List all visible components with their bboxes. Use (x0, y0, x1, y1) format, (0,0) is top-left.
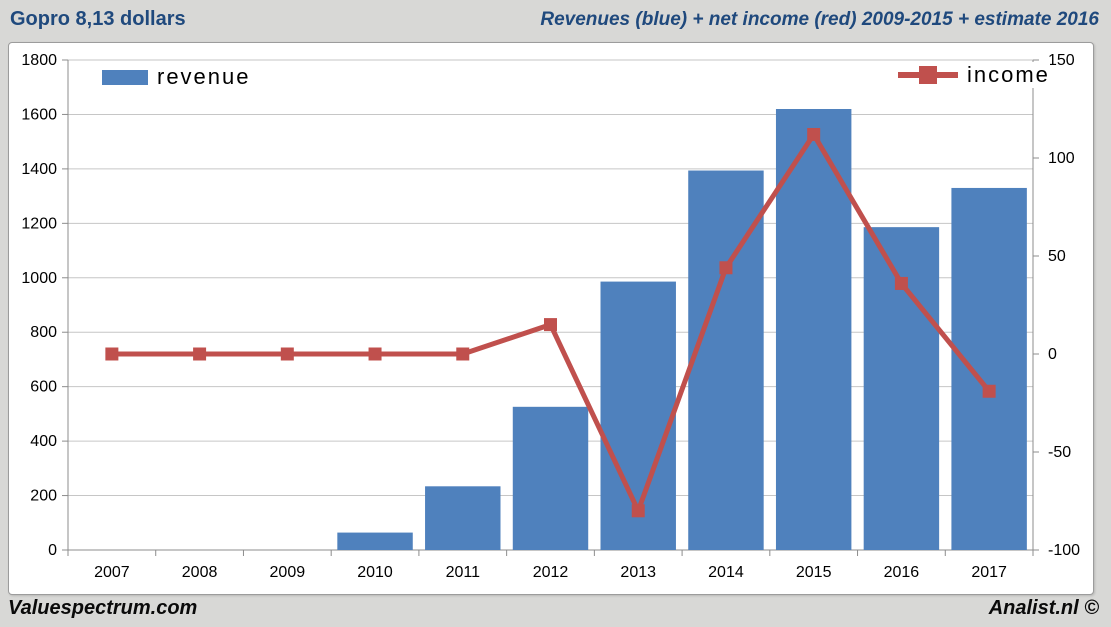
legend-revenue: revenue (102, 64, 251, 90)
revenue-legend-label: revenue (157, 64, 251, 89)
right-axis-label-0: 0 (1048, 346, 1057, 363)
revenue-bar-2010 (337, 532, 413, 550)
income-line-icon (898, 66, 958, 84)
left-axis-label-200: 200 (30, 488, 57, 505)
x-label-2010: 2010 (357, 564, 393, 581)
revenue-bar-2011 (425, 486, 501, 550)
legend-income: income (898, 62, 1050, 88)
right-axis-label--100: -100 (1048, 542, 1080, 559)
x-label-2014: 2014 (708, 564, 744, 581)
income-marker-2010 (368, 347, 382, 361)
revenue-swatch-icon (102, 69, 148, 85)
revenue-bar-2017 (951, 187, 1027, 550)
chart-subtitle: Revenues (blue) + net income (red) 2009-… (540, 9, 1099, 30)
chart-svg: 020040060080010001200140016001800-100-50… (21, 52, 1080, 581)
page-title: Gopro 8,13 dollars (10, 8, 186, 30)
income-marker-2012 (544, 318, 557, 332)
income-marker-2011 (456, 347, 470, 361)
left-axis-label-0: 0 (48, 542, 57, 559)
x-label-2015: 2015 (796, 564, 832, 581)
footer-brand-left: Valuespectrum.com (8, 597, 198, 619)
x-label-2007: 2007 (94, 564, 130, 581)
x-label-2017: 2017 (971, 564, 1007, 581)
left-axis-label-800: 800 (30, 324, 57, 341)
income-marker-2009 (280, 347, 294, 361)
revenue-bar-2016 (863, 227, 940, 550)
left-axis-label-400: 400 (30, 433, 57, 450)
left-axis-label-1000: 1000 (21, 270, 57, 287)
right-axis-label-50: 50 (1048, 248, 1066, 265)
x-label-2008: 2008 (182, 564, 218, 581)
income-legend-label: income (967, 62, 1050, 87)
right-axis-label-150: 150 (1048, 52, 1075, 69)
x-label-2013: 2013 (620, 564, 656, 581)
left-axis-label-1400: 1400 (21, 161, 57, 178)
right-axis-label-100: 100 (1048, 150, 1075, 167)
revenue-bar-2015 (775, 109, 852, 550)
income-marker-2016 (894, 276, 908, 290)
revenue-bar-2012 (512, 406, 589, 550)
x-label-2012: 2012 (533, 564, 569, 581)
right-axis-label--50: -50 (1048, 444, 1071, 461)
income-marker-2015 (807, 127, 821, 141)
x-label-2011: 2011 (446, 564, 481, 581)
footer-brand-right: Analist.nl © (988, 597, 1099, 619)
x-label-2009: 2009 (270, 564, 306, 581)
income-marker-2008 (193, 347, 207, 361)
income-marker-2017 (982, 384, 996, 398)
left-axis-label-1800: 1800 (21, 52, 57, 69)
income-marker-icon (919, 66, 937, 84)
left-axis-label-600: 600 (30, 379, 57, 396)
left-axis-label-1600: 1600 (21, 106, 57, 123)
income-marker-2013 (631, 504, 645, 518)
income-marker-2007 (105, 347, 119, 361)
income-marker-2014 (719, 261, 733, 275)
chart-panel: 0 200 400 600 800 1000 1200 1400 1600 1800 -100 -50… (8, 42, 1094, 595)
left-axis-label-1200: 1200 (21, 215, 57, 232)
x-label-2016: 2016 (884, 564, 920, 581)
